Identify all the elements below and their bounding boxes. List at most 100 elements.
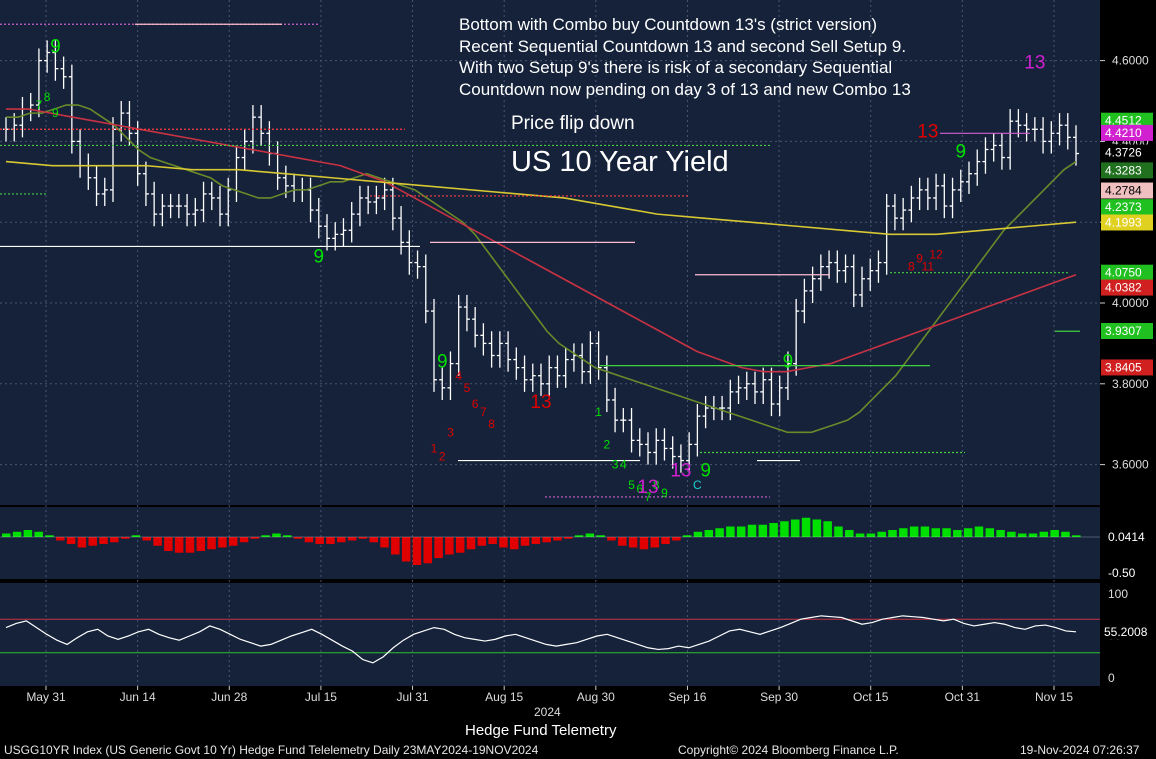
footer-timestamp: 19-Nov-2024 07:26:37: [1020, 743, 1140, 757]
support-resistance-levels: [0, 23, 1080, 498]
countdown-13: 13: [1024, 53, 1045, 74]
price-value-label: 4.0750: [1105, 266, 1142, 280]
setup-count-sell: 12: [929, 248, 943, 262]
setup-count-sell: 8: [908, 260, 915, 274]
histogram-bar: [877, 531, 886, 537]
moving-average-line: [6, 108, 1077, 373]
setup-9: 9: [50, 37, 61, 58]
histogram-value-badge: [1101, 529, 1153, 545]
histogram-bar: [120, 537, 130, 539]
histogram-bar: [682, 535, 692, 537]
histogram-bar: [780, 521, 789, 537]
price-value-label: 4.3726: [1105, 145, 1142, 159]
histogram-bar: [1007, 531, 1016, 537]
price-value-label: 4.4512: [1105, 114, 1142, 128]
histogram-bar: [715, 528, 724, 537]
histogram-bar: [909, 526, 919, 537]
price-value-badge: [1101, 264, 1153, 281]
histogram-bar: [66, 537, 76, 544]
oscillator-line: [5, 615, 1077, 664]
histogram-bar: [639, 537, 649, 550]
histogram-bar: [56, 537, 65, 541]
setup-9: 9: [955, 142, 966, 163]
setup-count-buy: 3: [612, 458, 619, 472]
moving-average-line: [5, 160, 1077, 236]
setup-count-buy: 8: [44, 90, 51, 104]
x-tick-label: Sep 16: [668, 690, 706, 704]
histogram-bar: [34, 531, 43, 537]
histogram-bar: [823, 521, 832, 537]
price-value-label: 3.8405: [1105, 360, 1142, 374]
histogram-bar: [618, 537, 627, 546]
histogram-bar: [899, 528, 908, 537]
histogram-bar: [963, 528, 973, 537]
histogram-bar: [337, 537, 346, 543]
price-value-badge: [1101, 162, 1153, 179]
histogram-bar: [758, 524, 768, 537]
oscillator-tick-label: 0: [1108, 671, 1115, 685]
histogram-bar: [477, 537, 487, 546]
histogram-bar: [185, 537, 195, 553]
setup-count-sell: 6: [472, 397, 479, 411]
histogram-bar: [250, 537, 260, 539]
histogram-bar: [99, 537, 108, 544]
price-value-badge: [1101, 144, 1153, 161]
setup-count-buy: 5: [628, 478, 635, 492]
price-value-badge: [1101, 359, 1153, 376]
x-tick-label: Jun 14: [120, 690, 156, 704]
histogram-bar: [769, 523, 778, 537]
setup-count-sell: 11: [922, 260, 935, 274]
histogram-bar: [607, 537, 616, 541]
histogram-bar: [369, 537, 378, 543]
price-tick-label: 4.6000: [1112, 54, 1149, 68]
price-value-label: 4.2373: [1105, 200, 1142, 214]
x-tick-label: Jul 15: [305, 690, 337, 704]
histogram-bar: [293, 537, 303, 539]
x-tick-label: Oct 15: [853, 690, 889, 704]
price-value-badge: [1101, 199, 1153, 216]
histogram-bar: [228, 537, 238, 546]
histogram-bar: [812, 519, 822, 537]
histogram-bar: [931, 528, 940, 537]
histogram-bar: [1028, 533, 1038, 537]
countdown-13: 13: [670, 461, 691, 482]
price-value-badge: [1101, 112, 1153, 129]
histogram-bar: [326, 537, 335, 544]
histogram: [0, 517, 1100, 565]
histogram-bar: [196, 537, 206, 551]
histogram-bar: [628, 537, 638, 548]
histogram-bar: [585, 533, 595, 537]
histogram-bar: [77, 537, 87, 548]
setup-count-sell: 4: [455, 369, 462, 383]
histogram-bar: [553, 537, 562, 541]
histogram-bar: [358, 537, 368, 539]
setup-count-buy: 9: [52, 106, 59, 120]
histogram-bar: [466, 537, 476, 550]
price-value-badge: [1101, 214, 1153, 231]
histogram-bar: [347, 537, 357, 541]
histogram-bar: [1050, 530, 1059, 537]
histogram-bar: [974, 526, 984, 537]
histogram-bar: [985, 528, 995, 537]
countdown-13: 13: [917, 121, 938, 142]
histogram-bar: [423, 537, 433, 564]
price-value-badge: [1101, 279, 1153, 296]
grid-lines: [0, 0, 1100, 686]
x-tick-label: Oct 31: [945, 690, 981, 704]
histogram-bar: [520, 537, 530, 546]
price-value-label: 4.4210: [1105, 126, 1142, 140]
histogram-bar: [12, 531, 22, 537]
histogram-bar: [455, 537, 465, 553]
setup-count-sell: 8: [488, 417, 495, 431]
histogram-bar: [509, 537, 519, 550]
histogram-bar: [153, 537, 162, 546]
histogram-bar: [834, 526, 843, 537]
setup-count-buy: 9: [661, 486, 668, 500]
histogram-bar: [845, 530, 854, 537]
x-tick-label: Aug 15: [485, 690, 523, 704]
histogram-bar: [574, 535, 584, 537]
histogram-bar: [380, 537, 389, 548]
histogram-bar: [996, 530, 1005, 537]
price-value-label: 4.2784: [1105, 184, 1142, 198]
